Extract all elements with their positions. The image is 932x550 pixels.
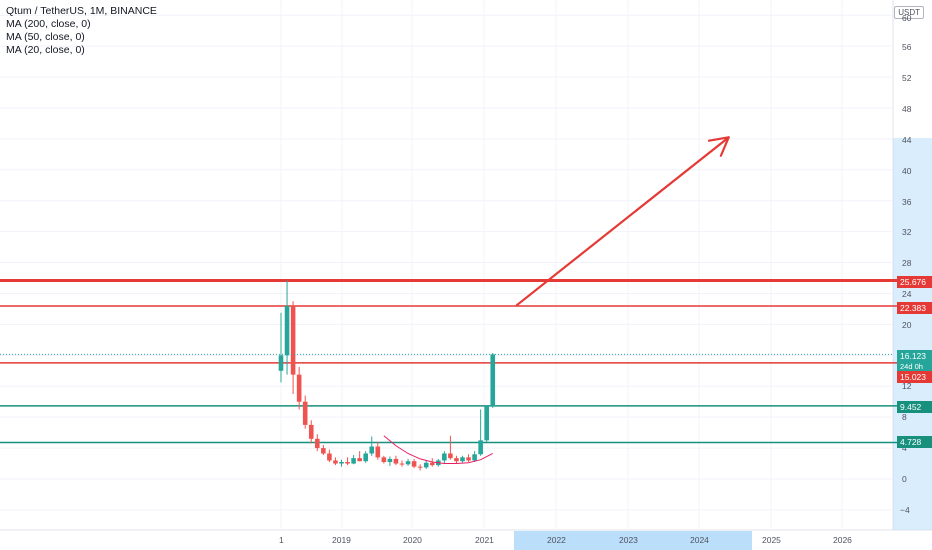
level-label-support-high: 9.452 [897, 401, 932, 413]
candle-body [375, 446, 381, 458]
candle-body [363, 453, 368, 462]
candle-body [466, 457, 471, 461]
time-tick: 2022 [547, 535, 566, 545]
candles [278, 280, 496, 471]
price-tick: 4 [902, 443, 907, 453]
candle-body [315, 438, 320, 449]
candle-body [423, 462, 429, 468]
price-tick: 36 [902, 197, 912, 207]
time-tick: 2019 [332, 535, 351, 545]
grid [0, 0, 893, 530]
level-label-resistance-low: 15.023 [897, 371, 932, 383]
candle-body [308, 424, 314, 439]
candle-body [399, 463, 405, 465]
trend-arrow[interactable] [515, 136, 730, 307]
candle-body [454, 458, 459, 462]
candle-body [411, 461, 417, 467]
candle-body [296, 374, 302, 402]
symbol-title[interactable]: Qtum / TetherUS, 1M, BINANCE [6, 5, 157, 17]
candle-body [490, 354, 496, 406]
candle-body [442, 453, 447, 461]
candle-body [448, 453, 453, 459]
candle-body [393, 458, 399, 464]
price-tick: 32 [902, 227, 912, 237]
horizontal-levels[interactable] [0, 279, 897, 444]
candle-body [478, 440, 483, 455]
candle-body [387, 458, 393, 462]
candle-body [460, 457, 465, 462]
price-tick: 60 [902, 13, 912, 23]
price-axis-highlight [893, 138, 932, 530]
candle-body [472, 454, 477, 461]
price-tick: 0 [902, 474, 907, 484]
candle-body [369, 446, 375, 454]
time-tick: 2023 [619, 535, 638, 545]
price-tick: 20 [902, 320, 912, 330]
bar-countdown-label: 24d 0h [897, 361, 932, 373]
candle-body [278, 355, 284, 371]
price-tick: 28 [902, 258, 912, 268]
time-tick: 2021 [475, 535, 494, 545]
arrow-head-icon [707, 136, 730, 157]
price-tick: 24 [902, 289, 912, 299]
candle-body [381, 457, 387, 462]
price-tick: 40 [902, 166, 912, 176]
time-tick: 2026 [833, 535, 852, 545]
indicator-ma200[interactable]: MA (200, close, 0) [6, 18, 91, 30]
price-tick: 56 [902, 42, 912, 52]
candle-body [417, 466, 423, 468]
candle-body [405, 461, 411, 465]
chart-legend: Qtum / TetherUS, 1M, BINANCE MA (200, cl… [6, 5, 157, 57]
candle-body [357, 458, 362, 462]
current-price-label: 16.123 [897, 350, 932, 362]
candle-body [345, 461, 350, 464]
candle-body [339, 461, 344, 464]
candle-body [302, 401, 308, 425]
candle-body [290, 305, 296, 375]
price-tick: 48 [902, 104, 912, 114]
candle-body [484, 405, 489, 441]
candle-body [429, 462, 435, 466]
candle-body [351, 458, 356, 464]
time-tick: 2020 [403, 535, 422, 545]
level-label-resistance-top: 25.676 [897, 276, 932, 288]
level-label-support-low: 4.728 [897, 436, 932, 448]
level-label-resistance-mid: 22.383 [897, 302, 932, 314]
time-axis-highlight [514, 531, 752, 550]
indicator-ma20[interactable]: MA (20, close, 0) [6, 44, 85, 56]
candle-body [327, 453, 332, 461]
price-tick: 44 [902, 135, 912, 145]
candle-body [284, 305, 290, 356]
price-tick: 12 [902, 381, 912, 391]
arrow-shaft [515, 136, 730, 307]
time-tick: 1 [279, 535, 284, 545]
price-tick: 52 [902, 73, 912, 83]
currency-button[interactable]: USDT [894, 6, 924, 19]
indicator-ma50[interactable]: MA (50, close, 0) [6, 31, 85, 43]
time-tick: 2024 [690, 535, 709, 545]
time-tick: 2025 [762, 535, 781, 545]
candle-body [321, 448, 326, 454]
price-tick: −4 [900, 505, 910, 515]
price-tick: 8 [902, 412, 907, 422]
candle-body [333, 460, 338, 464]
moving-average-line [383, 435, 493, 465]
